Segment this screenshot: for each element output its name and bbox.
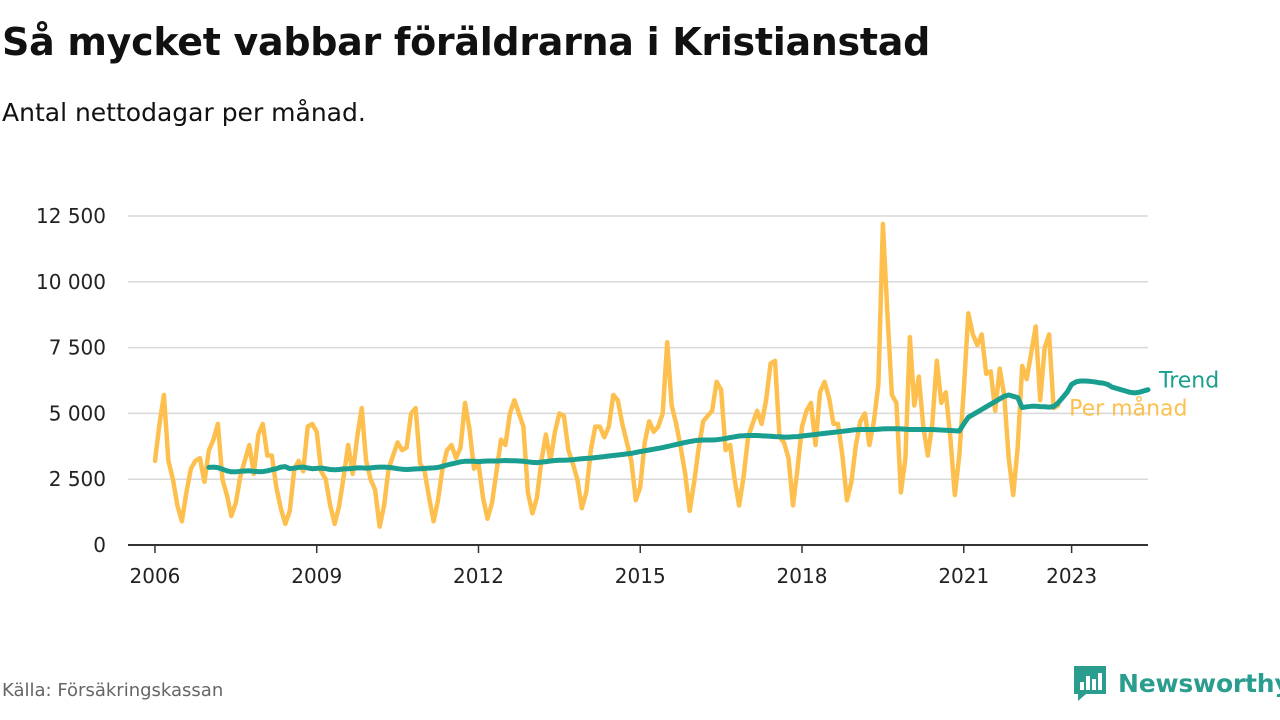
chart-subtitle: Antal nettodagar per månad. xyxy=(2,98,366,127)
chart-title: Så mycket vabbar föräldrarna i Kristians… xyxy=(2,20,930,64)
y-tick-label: 0 xyxy=(93,533,106,557)
series-label: Trend xyxy=(1158,369,1219,394)
y-tick-label: 12 500 xyxy=(36,204,106,228)
y-tick-label: 10 000 xyxy=(36,270,106,294)
monthly-line xyxy=(152,221,1061,529)
y-tick-label: 7 500 xyxy=(49,336,106,360)
brand-name: Newsworthy xyxy=(1118,668,1280,698)
gridlines xyxy=(128,215,1148,480)
series-label: Per månad xyxy=(1069,396,1187,422)
x-tick-label: 2006 xyxy=(130,564,181,588)
series-lines xyxy=(152,221,1151,529)
x-tick-label: 2023 xyxy=(1046,564,1097,588)
x-tick-label: 2012 xyxy=(453,564,504,588)
y-axis-tick-labels: 0 2 500 5 000 7 500 10 000 12 500 xyxy=(36,204,106,557)
x-tick-label: 2009 xyxy=(291,564,342,588)
x-tick-label: 2018 xyxy=(777,564,828,588)
x-tick-label: 2021 xyxy=(938,564,989,588)
x-tick-label: 2015 xyxy=(615,564,666,588)
source-note: Källa: Försäkringskassan xyxy=(2,680,224,701)
trend-line xyxy=(206,378,1151,475)
y-tick-label: 5 000 xyxy=(49,401,106,425)
newsworthy-logo-icon xyxy=(1074,666,1106,701)
y-tick-label: 2 500 xyxy=(49,467,106,491)
x-axis-ticks: 2006 2009 2012 2015 2018 2021 2023 xyxy=(130,545,1097,588)
brand-logo[interactable]: Newsworthy xyxy=(1072,664,1280,702)
